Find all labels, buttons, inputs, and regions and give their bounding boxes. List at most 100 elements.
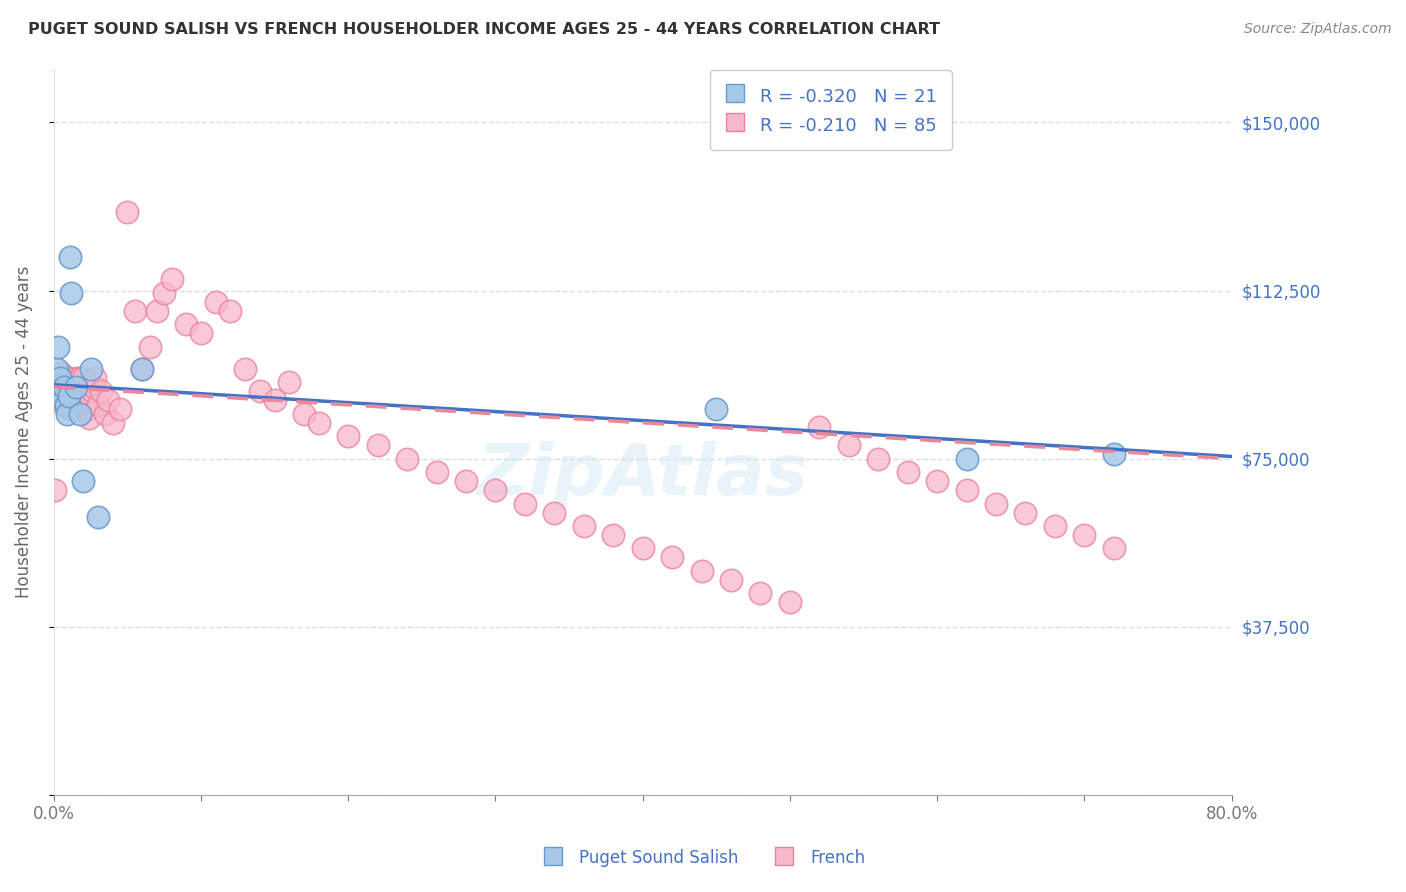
Point xyxy=(101,416,124,430)
Point xyxy=(661,550,683,565)
Point xyxy=(69,384,91,399)
Point xyxy=(83,380,105,394)
Point xyxy=(60,285,83,300)
Y-axis label: Householder Income Ages 25 - 44 years: Householder Income Ages 25 - 44 years xyxy=(15,266,32,598)
Point xyxy=(131,362,153,376)
Point xyxy=(263,393,285,408)
Point xyxy=(63,376,86,390)
Point xyxy=(90,384,112,399)
Point xyxy=(219,303,242,318)
Point xyxy=(69,407,91,421)
Point xyxy=(75,393,97,408)
Point xyxy=(108,402,131,417)
Point xyxy=(117,205,139,219)
Point xyxy=(454,474,477,488)
Point xyxy=(79,362,101,376)
Point xyxy=(1102,447,1125,461)
Point xyxy=(1043,519,1066,533)
Point xyxy=(1073,528,1095,542)
Point xyxy=(233,362,256,376)
Text: ZipAtlas: ZipAtlas xyxy=(477,441,808,510)
Point xyxy=(94,407,117,421)
Point xyxy=(1102,541,1125,556)
Point xyxy=(838,438,860,452)
Point xyxy=(77,411,100,425)
Point xyxy=(76,402,98,417)
Point xyxy=(55,398,77,412)
Point xyxy=(55,371,77,385)
Point xyxy=(204,294,226,309)
Point xyxy=(984,497,1007,511)
Point xyxy=(367,438,389,452)
Point xyxy=(52,384,75,399)
Point xyxy=(153,285,176,300)
Text: PUGET SOUND SALISH VS FRENCH HOUSEHOLDER INCOME AGES 25 - 44 YEARS CORRELATION C: PUGET SOUND SALISH VS FRENCH HOUSEHOLDER… xyxy=(28,22,941,37)
Point xyxy=(190,326,212,340)
Point xyxy=(124,303,146,318)
Point xyxy=(53,398,76,412)
Point xyxy=(52,393,75,408)
Point xyxy=(65,380,87,394)
Point xyxy=(292,407,315,421)
Point xyxy=(955,483,977,497)
Point xyxy=(65,380,87,394)
Point xyxy=(48,371,70,385)
Point xyxy=(51,384,73,399)
Point xyxy=(249,384,271,399)
Point xyxy=(44,483,66,497)
Point xyxy=(955,451,977,466)
Point xyxy=(59,402,82,417)
Point xyxy=(46,380,69,394)
Point xyxy=(572,519,595,533)
Text: Source: ZipAtlas.com: Source: ZipAtlas.com xyxy=(1244,22,1392,37)
Point xyxy=(56,407,79,421)
Point xyxy=(602,528,624,542)
Point xyxy=(55,380,77,394)
Point xyxy=(87,398,110,412)
Point xyxy=(278,376,301,390)
Point xyxy=(897,465,920,479)
Point xyxy=(808,420,831,434)
Point xyxy=(62,384,84,399)
Point xyxy=(426,465,449,479)
Point xyxy=(543,506,565,520)
Point xyxy=(67,389,90,403)
Point xyxy=(1014,506,1036,520)
Point xyxy=(131,362,153,376)
Point xyxy=(66,371,89,385)
Point xyxy=(51,367,73,381)
Point xyxy=(396,451,419,466)
Point xyxy=(308,416,330,430)
Point xyxy=(749,586,772,600)
Point xyxy=(72,393,94,408)
Point xyxy=(58,384,80,399)
Point xyxy=(69,371,91,385)
Point xyxy=(927,474,949,488)
Point xyxy=(46,340,69,354)
Point xyxy=(58,389,80,403)
Point xyxy=(73,384,96,399)
Point xyxy=(82,384,104,399)
Point xyxy=(160,272,183,286)
Point xyxy=(513,497,536,511)
Point xyxy=(631,541,654,556)
Point xyxy=(51,376,73,390)
Point xyxy=(45,384,67,399)
Point xyxy=(146,303,169,318)
Legend: R = -0.320   N = 21, R = -0.210   N = 85: R = -0.320 N = 21, R = -0.210 N = 85 xyxy=(710,70,952,151)
Point xyxy=(60,380,83,394)
Point xyxy=(60,393,83,408)
Point xyxy=(70,380,93,394)
Point xyxy=(44,380,66,394)
Point xyxy=(720,573,742,587)
Point xyxy=(337,429,360,443)
Point xyxy=(868,451,890,466)
Point xyxy=(87,510,110,524)
Point xyxy=(779,595,801,609)
Point xyxy=(84,371,107,385)
Point xyxy=(176,317,198,331)
Point xyxy=(484,483,506,497)
Point xyxy=(704,402,727,417)
Point xyxy=(79,393,101,408)
Point xyxy=(48,393,70,408)
